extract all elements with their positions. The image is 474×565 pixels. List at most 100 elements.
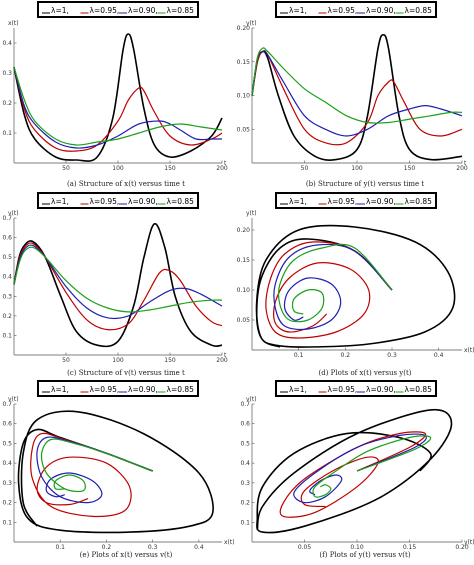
chart-panel-e: λ=1, λ=0.95, λ=0.90, λ=0.85 0.1 0.2 0.3 0.4 0.1 0… [2, 380, 235, 559]
x-tick-label: 0.1 [55, 544, 65, 551]
x-axis-label: t [224, 352, 227, 359]
series-line-4 [251, 47, 463, 124]
x-tick-label: 0.20 [455, 544, 469, 551]
y-tick-label: 0.6 [240, 421, 250, 428]
series-line-2 [265, 241, 393, 339]
legend-entry: λ=0.90, [128, 385, 158, 394]
legend-entry: λ=0.90, [128, 197, 158, 206]
y-tick-label: 0.4 [2, 460, 12, 467]
y-tick-label: 0.3 [240, 480, 250, 487]
legend-entry: λ=1, [51, 197, 69, 206]
legend-entry: λ=0.95, [328, 6, 358, 15]
y-tick-label: 0.5 [2, 440, 12, 447]
x-tick-label: 200 [216, 165, 228, 172]
series-line-4 [13, 246, 223, 313]
legend-entry: λ=0.85 [405, 197, 433, 206]
y-axis-label: v(t) [246, 396, 257, 403]
series-line-2 [30, 432, 153, 518]
series-line-2 [279, 431, 427, 518]
x-tick-label: 0.15 [403, 544, 417, 551]
x-tick-label: 200 [216, 357, 228, 364]
panel-caption: (c) Structure of v(t) versus time t [67, 369, 185, 377]
x-tick-label: 200 [456, 165, 468, 172]
legend-entry: λ=0.90, [366, 197, 396, 206]
x-tick-label: 100 [351, 165, 363, 172]
y-tick-label: 0.2 [240, 500, 250, 507]
series-line-3 [13, 66, 222, 149]
legend-entry: λ=0.95, [90, 197, 120, 206]
y-tick-label: 0.2 [2, 100, 12, 107]
legend-entry: λ=0.85 [405, 385, 433, 394]
y-tick-label: 0.20 [237, 227, 251, 234]
x-tick-label: 0.05 [298, 544, 312, 551]
series-line-3 [13, 244, 223, 320]
series-line-2 [251, 49, 463, 146]
series-line-1 [13, 33, 223, 162]
x-axis-label: t [464, 160, 467, 167]
series-line-4 [277, 243, 393, 323]
panel-caption: (f) Plots of y(t) versus v(t) [319, 551, 410, 559]
legend-entry: λ=1, [289, 385, 307, 394]
x-axis-label: y(t) [464, 539, 474, 546]
y-tick-label: 0.1 [2, 519, 12, 526]
x-tick-label: 150 [404, 165, 416, 172]
legend-entry: λ=1, [289, 6, 307, 15]
y-tick-label: 0.3 [2, 293, 12, 300]
y-tick-label: 0.6 [2, 235, 12, 242]
legend-entry: λ=1, [51, 385, 69, 394]
x-tick-label: 0.2 [102, 544, 112, 551]
series-line-3 [273, 243, 393, 331]
y-tick-label: 0.10 [237, 287, 251, 294]
y-tick-label: 0.1 [240, 519, 250, 526]
panel-caption: (e) Plots of x(t) versus v(t) [80, 551, 173, 559]
y-tick-label: 0.05 [237, 317, 251, 324]
legend-entry: λ=0.95, [90, 6, 120, 15]
legend-entry: λ=0.95, [328, 385, 358, 394]
series-line-1 [255, 224, 456, 348]
series-line-1 [17, 410, 214, 534]
y-tick-label: 0.7 [2, 401, 12, 408]
x-tick-label: 0.10 [350, 544, 364, 551]
series-line-3 [36, 436, 153, 504]
x-tick-label: 0.3 [387, 352, 397, 359]
y-tick-label: 0.1 [2, 332, 12, 339]
chart-panel-f: λ=1, λ=0.95, λ=0.90, λ=0.850.05 0.10 0.15 0.20… [240, 380, 474, 559]
series-line-1 [13, 223, 223, 348]
legend-entry: λ=1, [51, 6, 69, 15]
y-axis-label: y(t) [246, 210, 257, 217]
legend-entry: λ=0.85 [167, 385, 195, 394]
legend-entry: λ=0.85 [167, 197, 195, 206]
y-tick-label: 0.4 [240, 460, 250, 467]
y-tick-label: 0.05 [237, 126, 251, 133]
y-axis-label: x(t) [8, 20, 19, 27]
series-line-4 [13, 66, 223, 146]
x-tick-label: 50 [62, 357, 70, 364]
y-tick-label: 0.5 [240, 440, 250, 447]
series-line-3 [251, 50, 463, 137]
x-tick-label: 0.4 [434, 352, 444, 359]
legend-entry: λ=0.95, [90, 385, 120, 394]
x-tick-label: 50 [301, 165, 309, 172]
y-tick-label: 0.2 [2, 500, 12, 507]
y-tick-label: 0.3 [2, 480, 12, 487]
panel-caption: (b) Structure of y(t) versus time t [306, 180, 424, 188]
x-tick-label: 0.2 [341, 352, 351, 359]
y-tick-label: 0.20 [237, 25, 251, 32]
series-line-4 [40, 438, 153, 493]
chart-panel-c: λ=1, λ=0.95, λ=0.90, λ=0.85 50 100 150 200 0.1 0.… [2, 192, 228, 377]
series-line-3 [293, 433, 427, 504]
panel-caption: (a) Structure of x(t) versus time t [67, 180, 185, 188]
legend-entry: λ=0.85 [405, 6, 433, 15]
y-tick-label: 0.15 [237, 257, 251, 264]
y-axis-label: y(t) [246, 20, 257, 27]
x-tick-label: 0.1 [294, 352, 304, 359]
y-axis-label: v(t) [8, 396, 19, 403]
y-tick-label: 0.6 [2, 421, 12, 428]
y-tick-label: 0.4 [2, 40, 12, 47]
legend-entry: λ=0.85 [167, 6, 195, 15]
x-tick-label: 100 [112, 165, 124, 172]
y-tick-label: 0.4 [2, 274, 12, 281]
series-line-4 [312, 435, 432, 498]
